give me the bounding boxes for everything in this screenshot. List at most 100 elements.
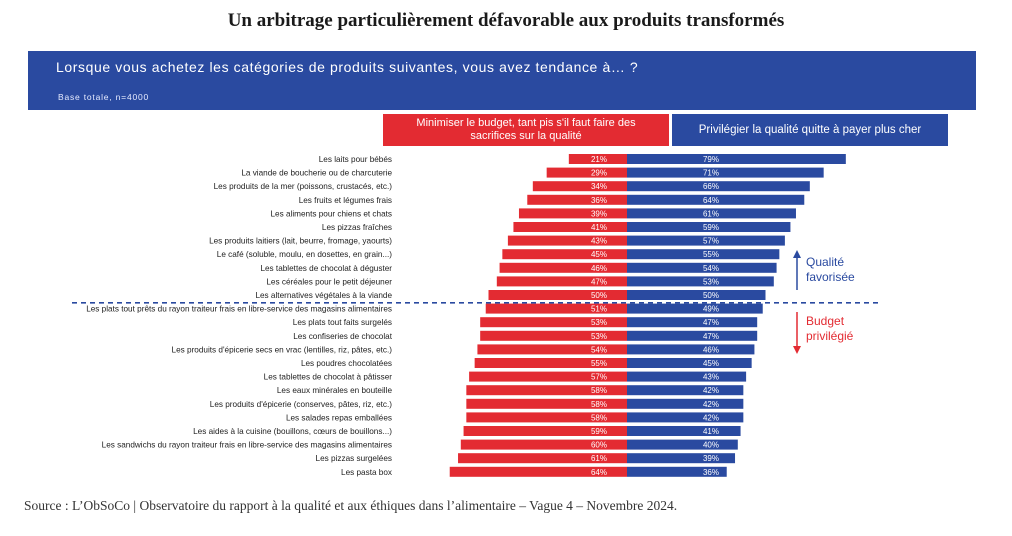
quality-bar xyxy=(627,371,747,382)
quality-value-label: 66% xyxy=(703,182,719,191)
budget-value-label: 36% xyxy=(591,196,607,205)
budget-header: Minimiser le budget, tant pis s'il faut … xyxy=(383,114,669,146)
budget-value-label: 59% xyxy=(591,427,607,436)
quality-value-label: 57% xyxy=(703,237,719,246)
quality-value-label: 79% xyxy=(703,155,719,164)
budget-bar xyxy=(463,426,627,436)
quality-bar xyxy=(627,344,755,355)
quality-value-label: 61% xyxy=(703,209,719,218)
source-note: Source : L’ObSoCo | Observatoire du rapp… xyxy=(24,498,678,513)
quality-value-label: 47% xyxy=(703,332,719,341)
quality-annotation-line: Qualité xyxy=(806,255,844,269)
quality-value-label: 49% xyxy=(703,305,719,314)
category-label: Les plats tout prêts du rayon traiteur f… xyxy=(86,305,392,314)
budget-value-label: 45% xyxy=(591,250,607,259)
question-text: Lorsque vous achetez les catégories de p… xyxy=(56,59,639,75)
quality-bar xyxy=(627,466,727,477)
budget-annotation-line: Budget xyxy=(806,314,845,328)
budget-bar xyxy=(496,276,627,287)
budget-header-label: Minimiser le budget, tant pis s'il faut … xyxy=(416,117,636,142)
quality-bar xyxy=(627,181,810,192)
quality-annotation-line: favorisée xyxy=(806,270,855,284)
budget-bar xyxy=(466,385,627,396)
budget-value-label: 39% xyxy=(591,209,607,218)
budget-bar xyxy=(480,330,627,341)
budget-bar xyxy=(480,317,627,328)
quality-value-label: 71% xyxy=(703,169,719,178)
base-note: Base totale, n=4000 xyxy=(58,92,150,102)
category-label: Les eaux minérales en bouteille xyxy=(277,386,393,395)
budget-value-label: 34% xyxy=(591,182,607,191)
budget-value-label: 54% xyxy=(591,345,607,354)
category-label: Les confiseries de chocolat xyxy=(293,332,392,341)
quality-value-label: 59% xyxy=(703,223,719,232)
question-banner: Lorsque vous achetez les catégories de p… xyxy=(28,51,976,110)
quality-bar xyxy=(627,194,805,205)
diverging-bar-chart: Les laits pour bébés 21% 79% La viande de b… xyxy=(72,154,878,477)
quality-value-label: 47% xyxy=(703,318,719,327)
budget-bar xyxy=(513,222,627,232)
quality-bar xyxy=(627,303,763,314)
budget-value-label: 61% xyxy=(591,454,607,463)
quality-value-label: 43% xyxy=(703,373,719,382)
quality-value-label: 42% xyxy=(703,400,719,409)
category-label: Les laits pour bébés xyxy=(319,155,392,164)
quality-bar xyxy=(627,262,777,273)
quality-header: Privilégier la qualité quitte à payer pl… xyxy=(672,114,948,146)
category-label: La viande de boucherie ou de charcuterie xyxy=(241,169,392,178)
quality-bar xyxy=(627,276,774,287)
category-label: Les aides à la cuisine (bouillons, cœurs… xyxy=(193,427,392,436)
budget-value-label: 50% xyxy=(591,291,607,300)
quality-bar xyxy=(627,290,766,300)
quality-bar xyxy=(627,385,744,396)
category-label: Les fruits et légumes frais xyxy=(299,196,392,205)
quality-bar xyxy=(627,453,736,464)
budget-bar xyxy=(466,398,627,409)
budget-value-label: 55% xyxy=(591,359,607,368)
category-label: Les sandwichs du rayon traiteur frais en… xyxy=(102,441,392,450)
quality-value-label: 41% xyxy=(703,427,719,436)
budget-bar xyxy=(488,290,627,300)
quality-arrowhead xyxy=(793,250,801,258)
quality-value-label: 39% xyxy=(703,454,719,463)
quality-bar xyxy=(627,167,824,178)
budget-value-label: 41% xyxy=(591,223,607,232)
category-label: Les alternatives végétales à la viande xyxy=(255,291,392,300)
budget-value-label: 43% xyxy=(591,237,607,246)
category-label: Les pizzas surgelées xyxy=(316,454,392,463)
budget-bar xyxy=(474,358,627,368)
budget-value-label: 46% xyxy=(591,264,607,273)
quality-bar xyxy=(627,330,758,341)
quality-bar xyxy=(627,154,846,164)
quality-bar xyxy=(627,235,785,246)
budget-value-label: 58% xyxy=(591,386,607,395)
budget-value-label: 21% xyxy=(591,155,607,164)
quality-value-label: 46% xyxy=(703,345,719,354)
quality-value-label: 54% xyxy=(703,264,719,273)
budget-bar xyxy=(485,303,627,314)
budget-bar xyxy=(502,249,627,260)
quality-bar xyxy=(627,317,758,328)
budget-value-label: 57% xyxy=(591,373,607,382)
quality-value-label: 42% xyxy=(703,413,719,422)
quality-value-label: 45% xyxy=(703,359,719,368)
category-label: Le café (soluble, moulu, en dosettes, en… xyxy=(217,250,392,259)
category-label: Les plats tout faits surgelés xyxy=(293,318,392,327)
budget-arrowhead xyxy=(793,346,801,354)
budget-bar xyxy=(499,262,627,273)
budget-bar xyxy=(532,181,627,192)
category-label: Les tablettes de chocolat à déguster xyxy=(260,264,392,273)
budget-bar xyxy=(546,167,627,178)
budget-bar xyxy=(469,371,627,382)
quality-value-label: 42% xyxy=(703,386,719,395)
quality-bar xyxy=(627,358,752,368)
quality-value-label: 55% xyxy=(703,250,719,259)
budget-bar xyxy=(449,466,627,477)
quality-value-label: 36% xyxy=(703,468,719,477)
budget-bar xyxy=(527,194,627,205)
budget-value-label: 64% xyxy=(591,468,607,477)
budget-value-label: 60% xyxy=(591,441,607,450)
budget-bar xyxy=(507,235,627,246)
quality-bar xyxy=(627,398,744,409)
budget-value-label: 58% xyxy=(591,413,607,422)
